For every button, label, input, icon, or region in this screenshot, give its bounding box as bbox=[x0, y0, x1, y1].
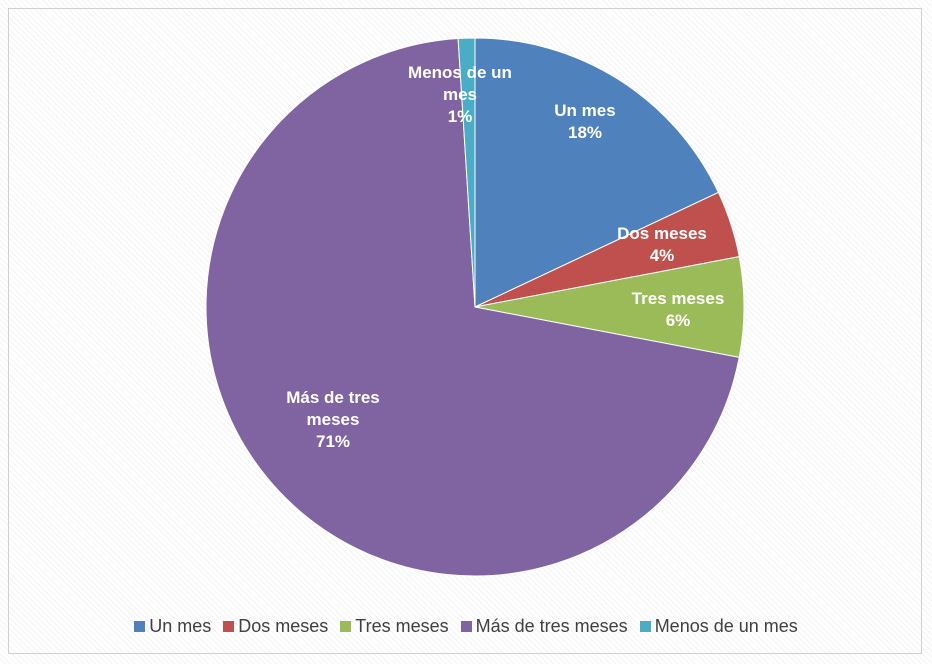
data-label-value: 1% bbox=[447, 107, 473, 126]
legend-swatch bbox=[223, 621, 235, 632]
data-label: Dos meses 4% bbox=[597, 223, 727, 267]
legend-swatch bbox=[134, 621, 146, 632]
data-label-name: Menos de un mes bbox=[408, 63, 512, 104]
slice bbox=[205, 37, 740, 577]
data-label-value: 6% bbox=[665, 311, 691, 330]
slice bbox=[457, 37, 476, 308]
legend-swatch bbox=[460, 621, 472, 632]
legend-label: Tres meses bbox=[355, 616, 449, 636]
chart-frame bbox=[8, 8, 922, 654]
legend: Un mes Dos meses Tres meses Más de tres mes… bbox=[0, 616, 932, 637]
legend-label: Dos meses bbox=[238, 616, 329, 636]
legend-label: Más de tres meses bbox=[475, 616, 628, 636]
data-label-value: 71% bbox=[315, 432, 351, 451]
data-label-name: Tres meses bbox=[631, 289, 725, 308]
legend-entry: Menos de un mes bbox=[639, 616, 798, 637]
legend-swatch bbox=[639, 621, 651, 632]
data-label: Menos de un mes 1% bbox=[400, 62, 520, 128]
data-label: Más de tres meses 71% bbox=[263, 387, 403, 453]
legend-entry: Dos meses bbox=[223, 616, 328, 637]
data-label-name: Un mes bbox=[554, 101, 616, 120]
data-label-value: 18% bbox=[567, 123, 603, 142]
legend-swatch bbox=[340, 621, 352, 632]
data-label-value: 4% bbox=[649, 246, 675, 265]
legend-entry: Un mes bbox=[134, 616, 211, 637]
data-label: Un mes 18% bbox=[520, 100, 650, 144]
data-label-name: Dos meses bbox=[617, 224, 707, 243]
legend-label: Menos de un mes bbox=[654, 616, 798, 636]
data-label-name: Más de tres meses bbox=[286, 388, 380, 429]
legend-entry: Más de tres meses bbox=[460, 616, 628, 637]
legend-entry: Tres meses bbox=[340, 616, 449, 637]
slice bbox=[474, 37, 720, 308]
data-label: Tres meses 6% bbox=[608, 288, 748, 332]
legend-label: Un mes bbox=[149, 616, 212, 636]
